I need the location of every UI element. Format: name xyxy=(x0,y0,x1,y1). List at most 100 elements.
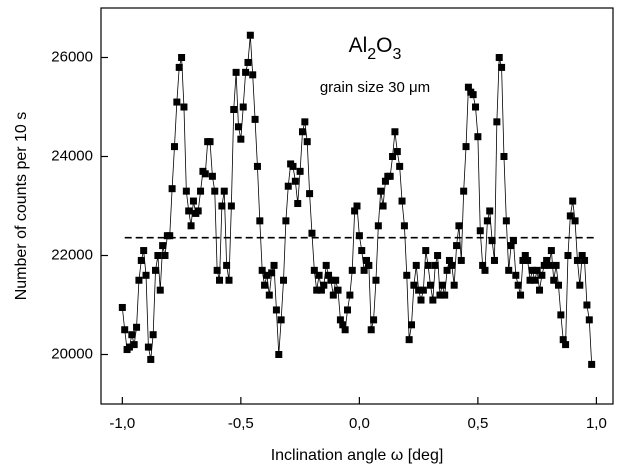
data-point xyxy=(291,177,299,185)
data-point xyxy=(351,207,359,215)
data-point xyxy=(474,133,482,141)
data-point xyxy=(524,256,532,264)
data-point xyxy=(216,276,224,284)
data-point xyxy=(341,326,349,334)
data-point xyxy=(246,31,254,39)
data-point xyxy=(581,256,589,264)
data-point xyxy=(265,291,273,299)
data-point xyxy=(566,212,574,220)
data-point xyxy=(386,172,394,180)
data-point xyxy=(135,276,143,284)
data-point xyxy=(230,105,238,113)
data-point xyxy=(448,261,456,269)
data-point xyxy=(429,296,437,304)
data-point xyxy=(137,256,145,264)
data-point xyxy=(239,103,247,111)
data-point xyxy=(142,271,150,279)
data-point xyxy=(372,276,380,284)
data-point xyxy=(488,237,496,245)
data-point xyxy=(220,187,228,195)
data-point xyxy=(538,271,546,279)
data-point xyxy=(272,306,280,314)
data-point xyxy=(526,276,534,284)
data-point xyxy=(573,256,581,264)
data-point xyxy=(479,261,487,269)
data-point xyxy=(308,229,316,237)
data-point xyxy=(514,281,522,289)
data-point xyxy=(410,281,418,289)
data-point xyxy=(159,242,167,250)
data-point xyxy=(533,266,541,274)
data-point xyxy=(348,266,356,274)
data-point xyxy=(521,252,529,259)
data-point xyxy=(189,197,197,205)
data-point xyxy=(211,187,219,195)
data-point xyxy=(332,276,340,284)
data-point xyxy=(249,71,257,79)
data-point xyxy=(554,281,562,289)
data-point xyxy=(360,266,368,274)
data-point xyxy=(237,135,245,143)
data-point xyxy=(370,316,378,324)
data-point xyxy=(261,281,269,289)
data-point xyxy=(185,207,193,215)
data-point xyxy=(270,261,278,269)
data-point xyxy=(381,177,389,185)
data-point xyxy=(296,167,304,175)
data-point xyxy=(298,128,306,136)
data-point xyxy=(569,197,577,205)
data-point xyxy=(147,355,155,363)
data-point xyxy=(208,172,216,180)
data-point xyxy=(462,143,470,151)
data-point xyxy=(495,54,503,61)
data-point xyxy=(242,68,250,76)
plot-frame xyxy=(100,7,614,405)
data-point xyxy=(571,217,579,225)
data-point xyxy=(419,286,427,294)
data-point xyxy=(339,321,347,329)
data-point xyxy=(450,281,458,289)
data-point xyxy=(519,256,527,264)
data-point xyxy=(268,269,276,277)
data-point xyxy=(490,256,498,264)
data-point xyxy=(289,162,297,170)
data-point xyxy=(251,115,259,123)
data-point xyxy=(374,222,382,230)
data-point xyxy=(197,187,205,195)
data-point xyxy=(472,103,480,111)
data-point xyxy=(393,148,401,156)
data-point xyxy=(502,217,510,225)
data-point xyxy=(256,217,264,225)
data-point xyxy=(306,190,314,198)
data-point xyxy=(118,303,126,311)
data-point xyxy=(315,271,323,279)
data-point xyxy=(253,162,261,170)
data-point xyxy=(149,331,157,339)
data-point xyxy=(178,54,186,61)
data-point xyxy=(180,103,188,111)
data-point xyxy=(294,200,302,208)
data-point xyxy=(263,271,271,279)
data-point xyxy=(483,217,491,225)
data-point xyxy=(280,276,288,284)
data-point xyxy=(408,321,416,329)
data-point xyxy=(505,266,513,274)
data-point xyxy=(517,291,525,299)
data-point xyxy=(434,252,442,259)
data-point xyxy=(327,276,335,284)
data-point xyxy=(536,286,544,294)
data-point xyxy=(578,252,586,259)
x-tick-label: -1,0 xyxy=(109,415,135,432)
y-tick-label: 22000 xyxy=(51,246,93,263)
data-point xyxy=(443,266,451,274)
data-point xyxy=(322,261,330,269)
data-point xyxy=(436,291,444,299)
data-point xyxy=(400,222,408,230)
data-point xyxy=(187,222,195,230)
data-point xyxy=(125,343,133,351)
data-point xyxy=(379,202,387,210)
data-point xyxy=(588,360,596,368)
data-point xyxy=(564,252,572,259)
data-point xyxy=(144,343,152,351)
